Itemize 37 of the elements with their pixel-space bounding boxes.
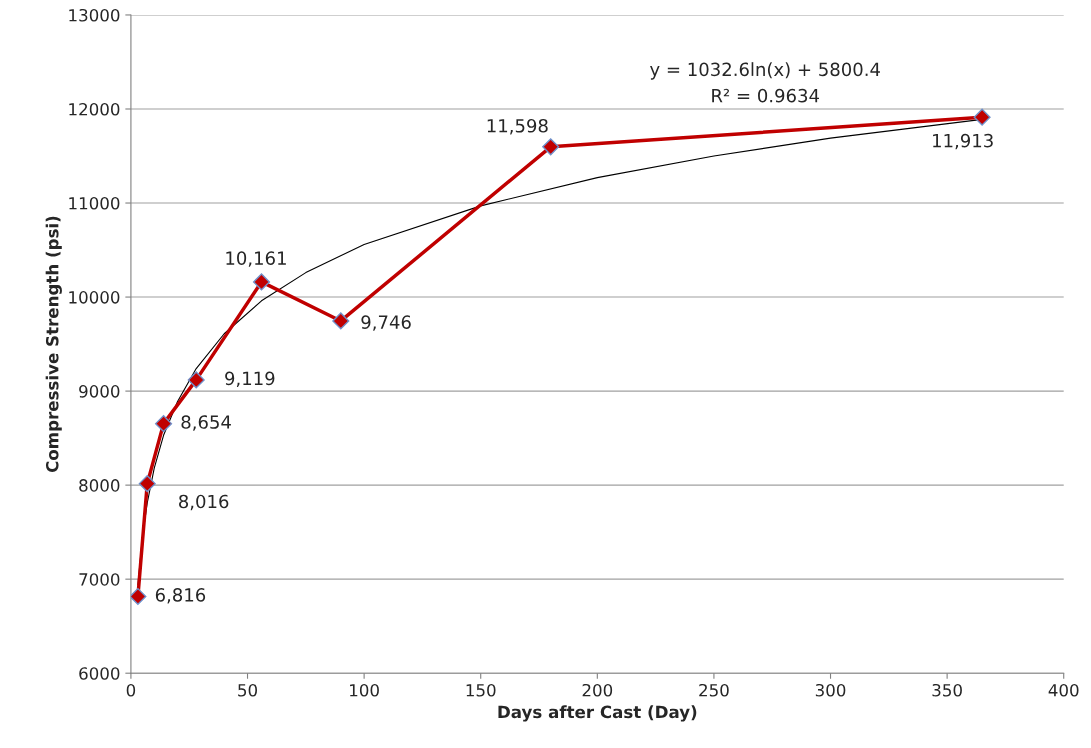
data-label: 8,016 [179, 494, 229, 511]
y-tick-label: 9000 [79, 385, 120, 398]
point [332, 312, 350, 330]
y-tick-label: 8000 [79, 479, 120, 492]
point [155, 415, 173, 433]
data-label: 10,161 [226, 251, 286, 267]
x-tick-label: 200 [582, 683, 613, 697]
y-tick-label: 7000 [79, 573, 120, 586]
x-axis-title: Days after Cast (Day) [498, 705, 697, 722]
x-tick-label: 300 [815, 683, 846, 697]
x-tick-label: 50 [238, 683, 258, 697]
data-label: 9,746 [361, 315, 411, 331]
y-tick-label: 11000 [69, 196, 120, 210]
y-tick-label: 12000 [69, 102, 120, 116]
data-label: 11,598 [487, 118, 548, 135]
point [138, 475, 156, 493]
y-axis-title: Compressive Strength (psi) [45, 216, 62, 473]
data-label: 8,654 [181, 415, 231, 431]
point [252, 273, 271, 291]
y-tick-label: 13000 [69, 8, 120, 22]
x-tick-label: 0 [126, 683, 136, 697]
x-tick-label: 400 [1048, 683, 1079, 697]
y-tick-label: 10000 [69, 291, 120, 304]
point [542, 138, 560, 156]
x-tick-label: 350 [932, 683, 962, 697]
y-tick-label: 6000 [79, 667, 120, 680]
data-label: 11,913 [933, 133, 993, 150]
x-tick-label: 150 [466, 683, 496, 697]
x-tick-label: 250 [699, 683, 729, 697]
point [187, 371, 205, 389]
annotation: R² = 0.9634 [712, 88, 819, 103]
x-tick-label: 100 [350, 683, 379, 697]
point [973, 108, 991, 126]
data-label: 9,119 [225, 371, 275, 387]
data-label: 6,816 [155, 588, 206, 604]
point [130, 587, 147, 606]
annotation: y = 1032.6ln(x) + 5800.4 [650, 62, 880, 80]
